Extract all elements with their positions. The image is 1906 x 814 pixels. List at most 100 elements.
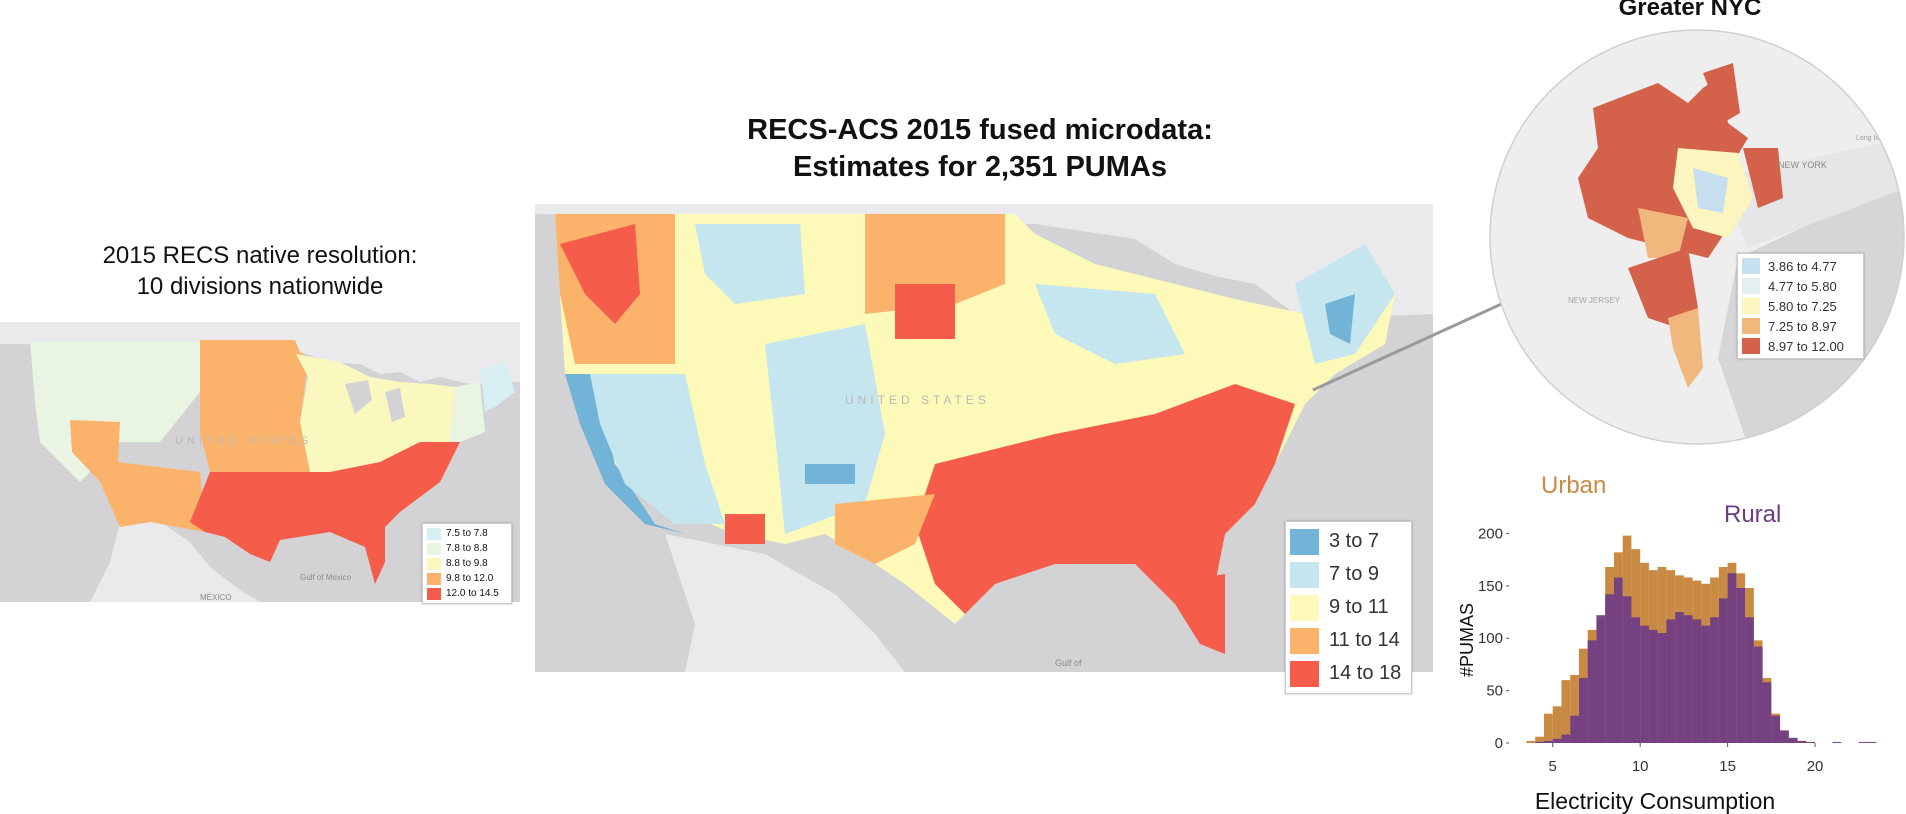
histogram-bar <box>1605 594 1614 743</box>
middle-title-line2: Estimates for 2,351 PUMAs <box>793 151 1167 183</box>
map-region <box>1035 284 1185 364</box>
legend-swatch <box>427 572 441 585</box>
region-east-north-central <box>296 354 455 472</box>
map-region <box>1743 148 1783 208</box>
map-region <box>565 374 685 534</box>
legend-swatch <box>427 542 441 555</box>
legend-item: 9 to 11 <box>1286 591 1411 624</box>
legend-swatch <box>1290 594 1319 621</box>
division-map: UNITED STATES MÉXICO Gulf of Mexico <box>0 322 520 602</box>
histogram-bar <box>1552 706 1562 743</box>
histogram-bar <box>1535 736 1544 743</box>
legend-swatch <box>427 527 441 540</box>
y-tick-label: 150 <box>1478 578 1503 595</box>
x-axis-label: Electricity Consumption <box>1535 788 1775 814</box>
legend-swatch <box>1290 528 1319 555</box>
legend-item: 4.77 to 5.80 <box>1738 276 1863 296</box>
map-label-gulf: Gulf of <box>1055 658 1082 668</box>
histogram-bar <box>1561 734 1571 743</box>
histogram-bar <box>1762 682 1772 743</box>
histogram-bar <box>1806 741 1816 743</box>
puma-map: UNITED STATES Gulf of <box>535 204 1433 672</box>
histogram-bar <box>1718 598 1728 743</box>
histogram-bar <box>1675 612 1684 743</box>
histogram-bar <box>1753 646 1763 743</box>
legend-item: 7.5 to 7.8 <box>423 526 511 541</box>
histogram-bar <box>1535 741 1544 743</box>
map-region <box>725 514 765 544</box>
histogram-bar <box>1561 680 1571 743</box>
legend-swatch <box>427 557 441 570</box>
histogram-bar <box>1622 596 1632 743</box>
map-lake <box>345 380 372 414</box>
map-canada <box>535 204 1433 316</box>
map-label-mexico: MÉXICO <box>200 593 232 602</box>
map-canada <box>0 322 520 384</box>
map-mexico <box>90 522 260 602</box>
legend-item: 9.8 to 12.0 <box>423 571 511 586</box>
map-region <box>1638 208 1688 258</box>
legend-swatch <box>1290 627 1319 654</box>
legend-label: 8.97 to 12.00 <box>1768 338 1844 354</box>
left-title-line2: 10 divisions nationwide <box>136 273 384 300</box>
map-label-new-jersey: NEW JERSEY <box>1568 296 1621 305</box>
map-region <box>1165 574 1225 654</box>
nyc-map: NEW YORK NEW JERSEY Long Island <box>1489 29 1905 445</box>
map-region <box>835 494 935 564</box>
map-region <box>805 464 855 484</box>
rural-series <box>1535 573 1877 743</box>
map-region <box>1693 168 1728 213</box>
histogram-bar <box>1736 587 1746 743</box>
histogram-bar <box>1797 740 1807 743</box>
middle-title-line1: RECS-ACS 2015 fused microdata: <box>747 114 1213 146</box>
y-tick-label: 200 <box>1478 525 1503 542</box>
y-axis-label: #PUMAS <box>1457 603 1477 677</box>
map-label-long-island: Long Island <box>1856 135 1892 142</box>
legend-swatch <box>1290 561 1319 588</box>
annotation-rural: Rural <box>1724 501 1781 528</box>
histogram-bar <box>1543 713 1553 743</box>
histogram-bar <box>1701 625 1711 743</box>
histogram-bar <box>1692 619 1702 743</box>
histogram-bar <box>1683 615 1693 743</box>
legend-label: 7.5 to 7.8 <box>446 528 488 539</box>
zoom-circle <box>1489 29 1905 445</box>
histogram-bar <box>1543 740 1553 743</box>
x-tick-label: 10 <box>1632 758 1649 775</box>
map-region <box>1628 248 1698 328</box>
histogram-bar <box>1710 617 1719 743</box>
middle-panel-title: RECS-ACS 2015 fused microdata: Estimates… <box>620 112 1340 186</box>
map-lake <box>385 388 405 422</box>
left-title-line1: 2015 RECS native resolution: <box>102 242 418 269</box>
histogram-bar <box>1640 625 1649 743</box>
x-axis: 5 10 15 20 <box>1549 743 1824 775</box>
histogram-bar <box>1666 619 1676 743</box>
histogram-bar <box>1727 573 1737 743</box>
legend-label: 4.77 to 5.80 <box>1768 278 1837 294</box>
map-label-gulf: Gulf of Mexico <box>300 573 352 582</box>
histogram-bar <box>1648 629 1658 743</box>
legend-item: 3 to 7 <box>1286 525 1411 558</box>
histogram-bar <box>1780 730 1789 743</box>
legend-label: 9.8 to 12.0 <box>446 573 494 584</box>
histogram-bar <box>1578 678 1588 743</box>
y-tick-label: 100 <box>1478 630 1503 647</box>
histogram-bar <box>1867 741 1877 743</box>
map-label-country: UNITED STATES <box>845 393 990 407</box>
middle-legend: 3 to 7 7 to 9 9 to 11 11 to 14 14 to 18 <box>1285 521 1412 694</box>
legend-label: 8.8 to 9.8 <box>446 558 488 569</box>
histogram-bar <box>1745 617 1754 743</box>
legend-item: 7.8 to 8.8 <box>423 541 511 556</box>
y-tick-label: 50 <box>1486 683 1503 700</box>
region-mid-atlantic <box>450 382 485 442</box>
histogram-bar <box>1587 640 1597 743</box>
region-mountain-south <box>70 420 205 532</box>
histogram-bar <box>1526 740 1536 743</box>
map-label-country: UNITED STATES <box>175 435 312 447</box>
legend-item: 7.25 to 8.97 <box>1738 316 1863 336</box>
legend-label: 12.0 to 14.5 <box>446 588 499 599</box>
legend-label: 14 to 18 <box>1329 662 1402 684</box>
legend-swatch <box>1742 318 1760 334</box>
x-tick-label: 20 <box>1807 758 1824 775</box>
legend-swatch <box>1742 338 1760 354</box>
